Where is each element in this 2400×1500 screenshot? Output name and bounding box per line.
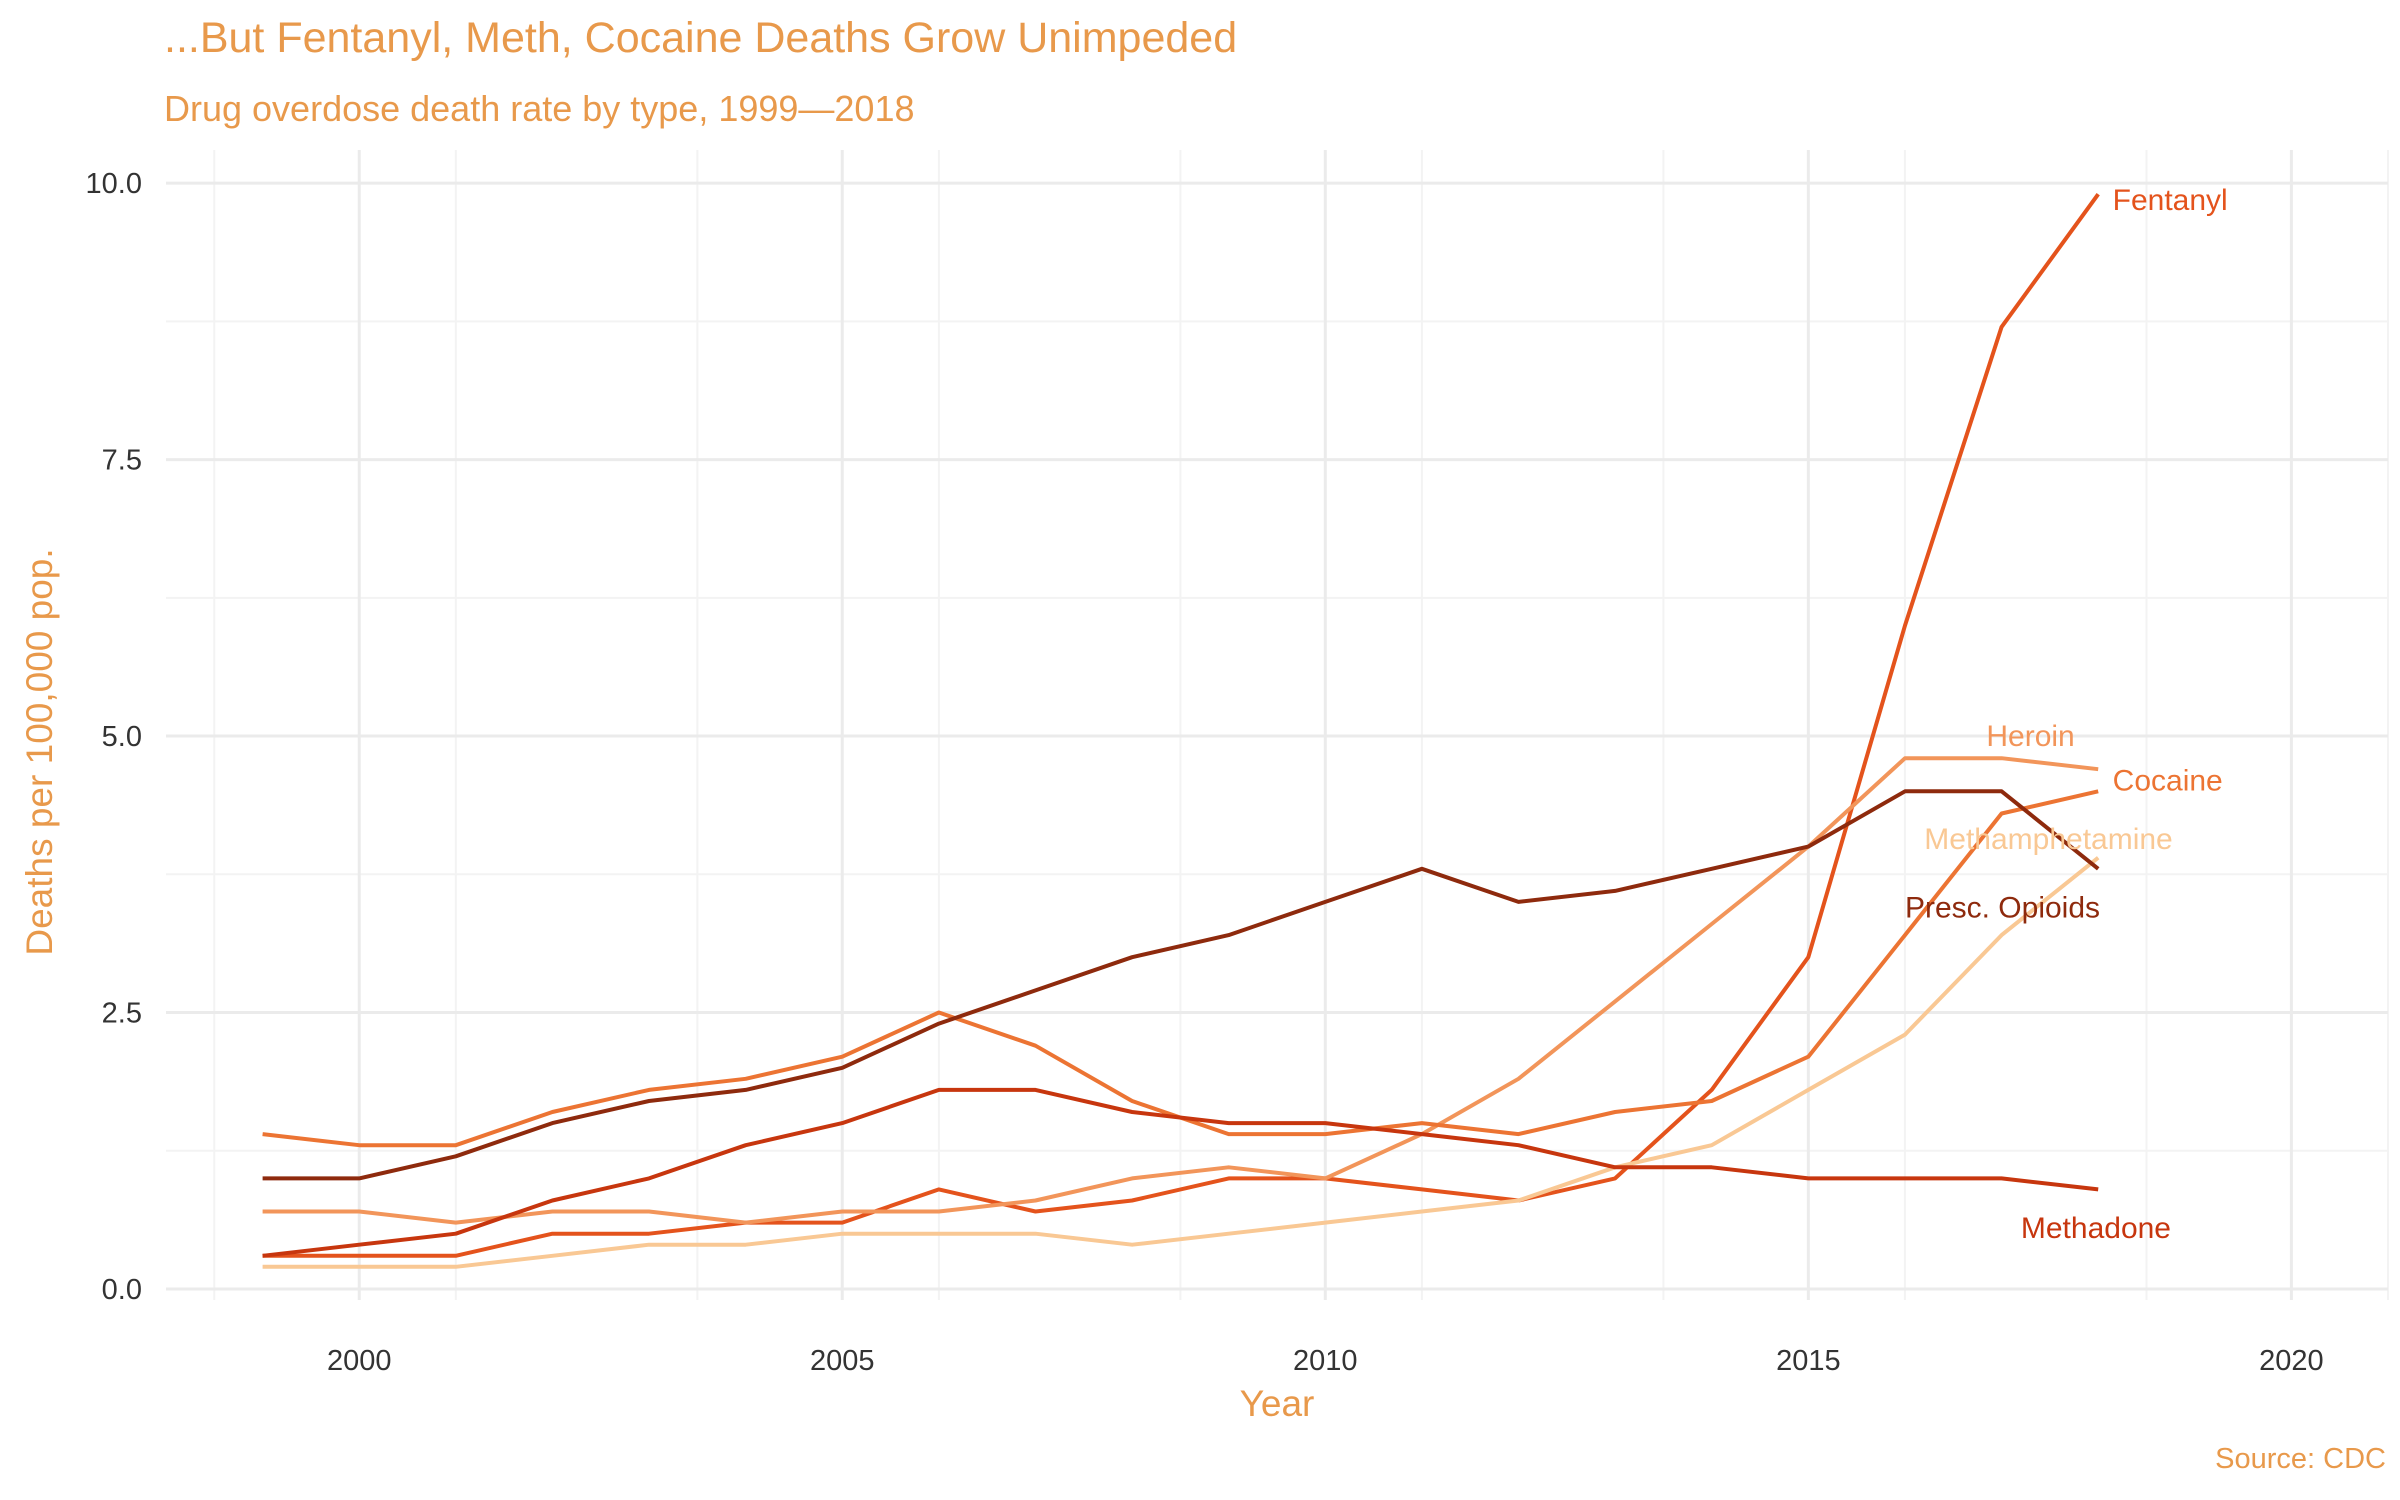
series-label-heroin: Heroin bbox=[1986, 720, 2074, 753]
chart-caption: Source: CDC bbox=[2215, 1443, 2386, 1475]
x-tick-label: 2020 bbox=[2259, 1345, 2324, 1377]
x-tick-label: 2000 bbox=[327, 1345, 392, 1377]
chart-title: ...But Fentanyl, Meth, Cocaine Deaths Gr… bbox=[164, 14, 1238, 62]
x-tick-label: 2010 bbox=[1293, 1345, 1358, 1377]
y-tick-label: 2.5 bbox=[102, 998, 142, 1030]
x-axis-tick-labels: 2000 2005 2010 2015 2020 bbox=[327, 1345, 2324, 1377]
series-line-presc-opioids bbox=[262, 789, 2100, 1181]
series-label-methamphetamine: Methamphetamine bbox=[1924, 823, 2172, 856]
y-axis-tick-labels: 0.0 2.5 5.0 7.5 10.0 bbox=[86, 168, 142, 1306]
series-labels: Fentanyl Heroin Cocaine Methamphetamine Pres… bbox=[1905, 184, 2228, 1245]
series-lines bbox=[262, 193, 2100, 1269]
chart-subtitle: Drug overdose death rate by type, 1999—2… bbox=[164, 88, 915, 129]
series-label-fentanyl: Fentanyl bbox=[2113, 184, 2228, 217]
series-line-fentanyl bbox=[262, 193, 2100, 1258]
x-tick-label: 2005 bbox=[810, 1345, 875, 1377]
grid-lines bbox=[166, 150, 2389, 1300]
series-label-cocaine: Cocaine bbox=[2113, 764, 2223, 797]
series-label-presc-opioids: Presc. Opioids bbox=[1905, 891, 2100, 924]
y-tick-label: 0.0 bbox=[102, 1274, 142, 1306]
series-line-heroin bbox=[262, 756, 2099, 1225]
x-axis-title: Year bbox=[1240, 1383, 1315, 1424]
series-line-methamphetamine bbox=[262, 856, 2100, 1269]
series-line-methadone bbox=[262, 1087, 2099, 1258]
y-axis-title: Deaths per 100,000 pop. bbox=[19, 548, 60, 955]
y-tick-label: 10.0 bbox=[86, 168, 142, 200]
x-tick-label: 2015 bbox=[1776, 1345, 1841, 1377]
y-tick-label: 5.0 bbox=[102, 721, 142, 753]
series-label-methadone: Methadone bbox=[2021, 1212, 2171, 1245]
y-tick-label: 7.5 bbox=[102, 445, 142, 477]
